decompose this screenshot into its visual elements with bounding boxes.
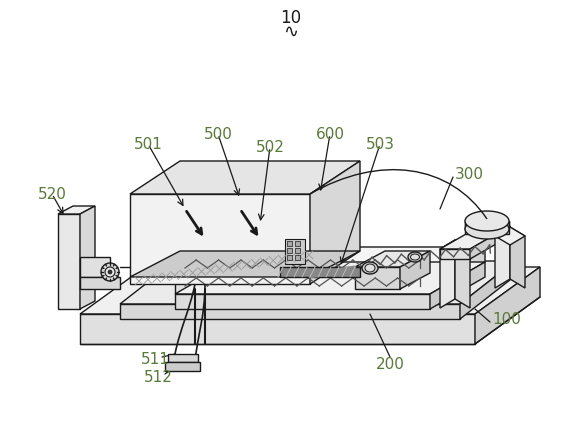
Polygon shape xyxy=(287,256,292,260)
Ellipse shape xyxy=(101,263,119,281)
Polygon shape xyxy=(455,240,470,308)
Polygon shape xyxy=(310,161,360,284)
Text: 300: 300 xyxy=(455,167,484,182)
Ellipse shape xyxy=(365,264,375,273)
Polygon shape xyxy=(495,227,510,288)
Polygon shape xyxy=(295,248,300,253)
Polygon shape xyxy=(355,267,400,289)
Polygon shape xyxy=(440,227,510,250)
Polygon shape xyxy=(120,261,515,304)
Ellipse shape xyxy=(465,211,509,231)
Polygon shape xyxy=(58,214,80,309)
Polygon shape xyxy=(130,194,310,284)
Ellipse shape xyxy=(465,220,509,240)
Text: 511: 511 xyxy=(141,352,169,367)
Polygon shape xyxy=(130,161,360,194)
Polygon shape xyxy=(168,354,198,362)
Polygon shape xyxy=(440,250,470,260)
Polygon shape xyxy=(475,267,540,344)
Polygon shape xyxy=(175,279,430,294)
Text: 100: 100 xyxy=(492,312,521,327)
Text: 10: 10 xyxy=(281,9,301,27)
Polygon shape xyxy=(510,227,525,288)
Polygon shape xyxy=(280,267,360,277)
Polygon shape xyxy=(440,240,455,308)
Polygon shape xyxy=(175,247,485,279)
Polygon shape xyxy=(400,251,430,289)
Ellipse shape xyxy=(408,253,422,263)
Text: 501: 501 xyxy=(133,137,162,152)
Polygon shape xyxy=(430,247,485,294)
Polygon shape xyxy=(355,251,430,267)
Text: ∿: ∿ xyxy=(283,23,299,41)
Polygon shape xyxy=(470,227,510,260)
Polygon shape xyxy=(80,314,475,344)
Polygon shape xyxy=(287,241,292,247)
Text: 200: 200 xyxy=(375,357,404,372)
Text: 502: 502 xyxy=(255,140,285,155)
Polygon shape xyxy=(295,256,300,260)
Polygon shape xyxy=(80,277,120,289)
Ellipse shape xyxy=(108,270,112,274)
Ellipse shape xyxy=(105,267,115,277)
Polygon shape xyxy=(130,251,360,277)
Polygon shape xyxy=(120,304,460,319)
Text: 503: 503 xyxy=(365,137,395,152)
Ellipse shape xyxy=(362,263,378,274)
Polygon shape xyxy=(495,227,525,246)
Text: 512: 512 xyxy=(144,370,172,385)
Polygon shape xyxy=(465,221,509,234)
Polygon shape xyxy=(285,240,305,264)
Polygon shape xyxy=(80,267,540,314)
Polygon shape xyxy=(430,263,485,309)
Ellipse shape xyxy=(410,254,420,260)
Polygon shape xyxy=(165,362,200,371)
Polygon shape xyxy=(175,263,485,294)
Text: 520: 520 xyxy=(38,187,66,202)
Polygon shape xyxy=(80,257,110,277)
Text: 500: 500 xyxy=(204,127,232,142)
Polygon shape xyxy=(287,248,292,253)
Text: 600: 600 xyxy=(315,127,345,142)
Polygon shape xyxy=(175,294,430,309)
Polygon shape xyxy=(80,207,95,309)
Polygon shape xyxy=(460,261,515,319)
Polygon shape xyxy=(440,240,470,258)
Polygon shape xyxy=(58,207,95,214)
Polygon shape xyxy=(295,241,300,247)
